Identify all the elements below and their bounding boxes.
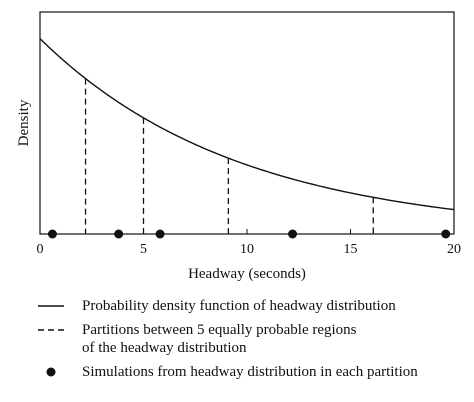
legend-label-simulations: Simulations from headway distribution in… [82,364,418,380]
x-tick-label-5: 5 [140,242,147,257]
x-axis-label: Headway (seconds) [188,266,306,282]
dashed-line-icon [38,329,64,331]
simulation-point-1 [47,229,57,239]
legend-label-partitions-line1: Partitions between 5 equally probable re… [82,322,357,338]
y-axis-label: Density [16,99,32,146]
x-tick-label-15: 15 [344,242,358,257]
solid-line-icon [38,305,64,307]
legend-item-partitions: Partitions between 5 equally probable re… [36,321,466,363]
legend-item-pdf: Probability density function of headway … [36,297,466,321]
legend-label-pdf: Probability density function of headway … [82,298,396,314]
x-tick-label-20: 20 [447,242,461,257]
simulation-point-3 [155,229,165,239]
simulation-point-4 [288,229,298,239]
x-tick-label-10: 10 [240,242,254,257]
legend-label-partitions-line2: of the headway distribution [82,340,247,356]
legend-item-simulations: Simulations from headway distribution in… [36,363,466,383]
simulation-point-5 [441,229,451,239]
legend: Probability density function of headway … [36,297,466,383]
dot-icon [46,367,56,377]
simulation-point-2 [114,229,124,239]
density-chart: 0 5 10 15 20 Headway (seconds) Density [16,11,461,282]
density-curve [39,38,455,211]
x-tick-label-0: 0 [37,242,44,257]
